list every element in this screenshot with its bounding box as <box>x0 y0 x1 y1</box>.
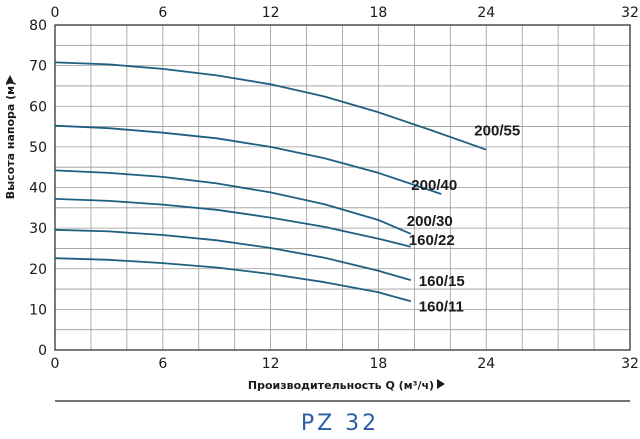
tick-labels: 0 6 12 18 24 32 0 6 12 18 24 32 0 10 20 30 40 50 60 70 80 <box>29 5 639 372</box>
x-tick-label: 24 <box>477 356 495 372</box>
series-labels: 200/55 200/40 200/30 160/22 160/15 160/11 <box>407 123 520 316</box>
x-tick-label-top: 12 <box>262 5 280 21</box>
plot-frame <box>54 24 631 351</box>
chart-title: PZ 32 <box>301 411 379 436</box>
y-tick-label: 50 <box>29 140 47 156</box>
x-tick-label: 18 <box>370 356 388 372</box>
x-tick-label-top: 32 <box>621 5 639 21</box>
y-axis-arrow-icon <box>6 75 14 83</box>
x-tick-label: 6 <box>158 356 167 372</box>
series-label: 200/55 <box>474 123 520 140</box>
x-tick-label-top: 0 <box>51 5 60 21</box>
x-tick-label: 12 <box>262 356 280 372</box>
series-lines <box>54 61 487 303</box>
series-line <box>54 169 412 235</box>
series-line <box>54 198 412 248</box>
y-tick-label: 0 <box>38 343 47 359</box>
y-tick-label: 30 <box>29 221 47 237</box>
y-tick-label: 80 <box>29 18 47 34</box>
series-line <box>54 257 412 303</box>
x-tick-label: 32 <box>621 356 639 372</box>
y-tick-label: 20 <box>29 262 47 278</box>
y-tick-label: 70 <box>29 59 47 75</box>
y-tick-label: 60 <box>29 99 47 115</box>
series-line <box>54 61 487 151</box>
x-tick-label-top: 18 <box>370 5 388 21</box>
series-label: 200/30 <box>407 213 453 230</box>
series-label: 160/22 <box>409 232 455 249</box>
series-label: 160/11 <box>419 298 464 315</box>
x-tick-label: 0 <box>51 356 60 372</box>
y-tick-label: 10 <box>29 302 47 318</box>
series-line <box>54 228 412 281</box>
x-axis-label: Производительность Q (м³/ч) <box>248 379 434 392</box>
series-label: 200/40 <box>411 177 457 194</box>
grid <box>55 25 630 350</box>
series-line <box>54 124 442 195</box>
x-axis-arrow-icon <box>437 379 445 389</box>
x-tick-label-top: 24 <box>477 5 495 21</box>
series-label: 160/15 <box>419 273 465 290</box>
y-axis-label: Высота напора (м) <box>4 81 17 199</box>
x-tick-label-top: 6 <box>158 5 167 21</box>
y-tick-label: 40 <box>29 181 47 197</box>
